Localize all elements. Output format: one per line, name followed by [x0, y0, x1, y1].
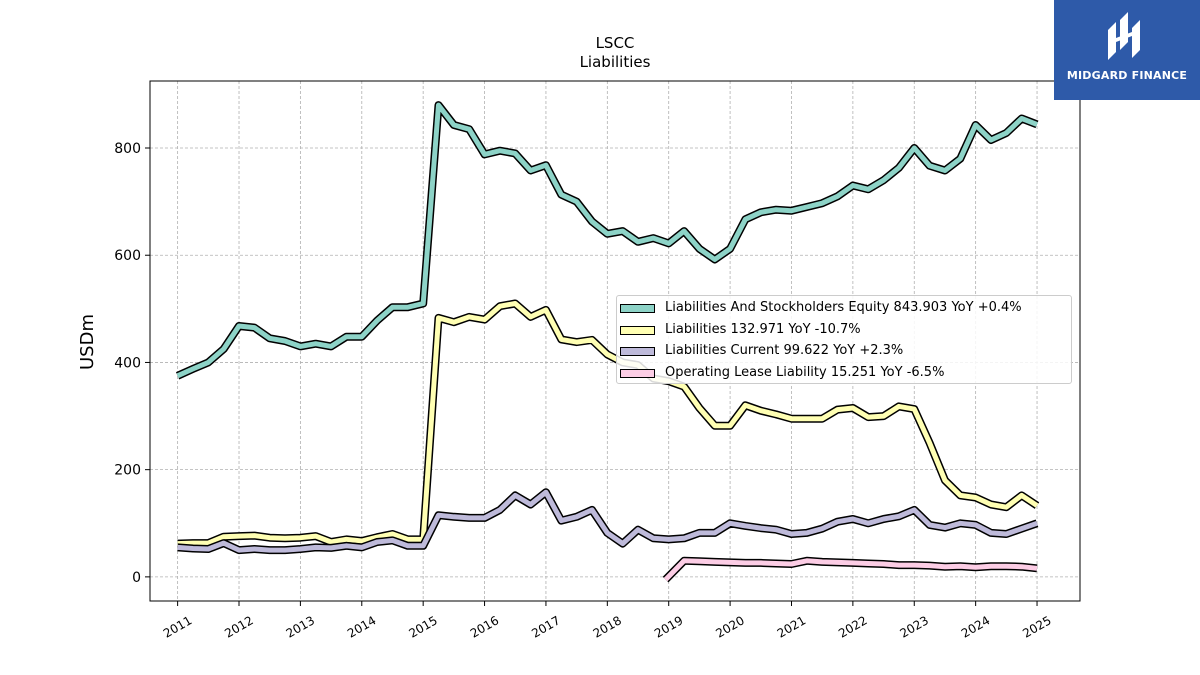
y-tick-label: 0	[132, 570, 141, 586]
y-tick-label: 400	[114, 355, 141, 371]
legend-swatch-equity	[620, 304, 655, 313]
y-tick-label: 800	[114, 141, 141, 157]
legend-swatch-operating-lease	[620, 368, 655, 378]
x-tick-label: 2013	[284, 613, 317, 640]
legend: Liabilities And Stockholders Equity 843.…	[616, 295, 1072, 384]
plot-frame	[149, 80, 1081, 602]
legend-label-liabilities: Liabilities 132.971 YoY -10.7%	[665, 321, 861, 337]
legend-label-liabilities-current: Liabilities Current 99.622 YoY +2.3%	[665, 343, 904, 358]
legend-swatch-liabilities	[620, 325, 655, 335]
chart-title: LSCC	[596, 34, 635, 52]
series-line-operating-lease-liability	[663, 558, 1038, 582]
x-tick-label: 2018	[591, 613, 624, 640]
x-tick-label: 2020	[713, 613, 746, 640]
x-tick-label: 2023	[898, 613, 931, 640]
series-group	[175, 101, 1040, 583]
legend-item-equity: Liabilities And Stockholders Equity 843.…	[617, 299, 1071, 321]
x-tick-label: 2012	[222, 613, 255, 640]
legend-label-equity: Liabilities And Stockholders Equity 843.…	[665, 300, 1022, 315]
y-tick-label: 200	[114, 463, 141, 479]
x-tick-label: 2011	[161, 613, 194, 640]
x-tick-label: 2021	[775, 613, 808, 640]
x-tick-label: 2016	[468, 613, 501, 640]
x-tick-label: 2015	[406, 613, 439, 640]
x-tick-label: 2017	[529, 613, 562, 640]
legend-item-operating-lease: Operating Lease Liability 15.251 YoY -6.…	[617, 364, 1071, 386]
series-line-liabilities-and-stockholders-equity	[176, 102, 1038, 379]
x-tick-label: 2025	[1020, 613, 1053, 640]
x-tick-label: 2014	[345, 613, 378, 640]
midgard-logo-icon	[1108, 12, 1140, 60]
brand-logo: MIDGARD FINANCE	[1054, 0, 1200, 100]
chart-subtitle: Liabilities	[580, 53, 651, 71]
legend-item-liabilities: Liabilities 132.971 YoY -10.7%	[617, 321, 1071, 343]
legend-item-liabilities-current: Liabilities Current 99.622 YoY +2.3%	[617, 342, 1071, 364]
legend-swatch-liabilities-current	[620, 347, 655, 356]
y-axis-label: USDm	[77, 314, 98, 370]
x-tick-label: 2024	[959, 613, 992, 640]
y-tick-label: 600	[114, 248, 141, 264]
x-tick-label: 2022	[836, 613, 869, 640]
legend-label-operating-lease: Operating Lease Liability 15.251 YoY -6.…	[665, 364, 945, 380]
series-line-liabilities-current	[177, 489, 1038, 553]
x-tick-label: 2019	[652, 613, 685, 640]
series-line-liabilities	[177, 301, 1039, 547]
brand-name: MIDGARD FINANCE	[1066, 69, 1188, 82]
